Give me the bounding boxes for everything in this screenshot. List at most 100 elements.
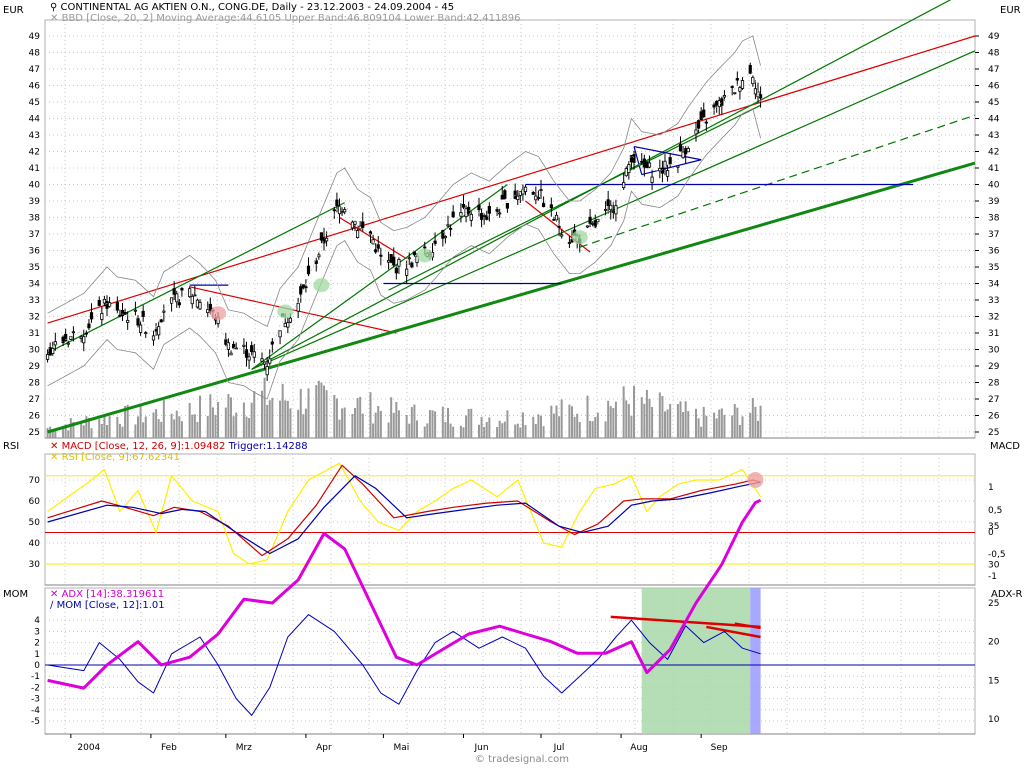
candle-body <box>231 343 236 349</box>
candle-body <box>105 301 109 309</box>
candle-body <box>740 80 745 89</box>
close-icon[interactable]: ✕ <box>50 452 59 463</box>
volume-bar <box>416 420 418 438</box>
volume-bar <box>614 401 617 438</box>
candle-body <box>206 309 210 314</box>
candle-body <box>361 221 365 228</box>
close-icon[interactable]: ✕ <box>50 589 59 600</box>
candle-body <box>632 154 636 163</box>
pin-icon: ⚲ <box>50 2 58 13</box>
candle-body <box>392 256 396 266</box>
macd-legend-text: MACD [Close, 12, 26, 9]:1.09482 <box>61 441 226 452</box>
volume-bar <box>478 424 480 438</box>
volume-bar <box>645 389 648 438</box>
candle-body <box>159 319 163 323</box>
candle-body <box>715 100 719 106</box>
price-tick-left: 43 <box>29 131 40 141</box>
mom-tick: -3 <box>31 695 40 705</box>
volume-bar <box>268 400 271 438</box>
candle-body <box>461 203 466 208</box>
volume-bar <box>250 402 253 438</box>
candle-body <box>704 121 708 124</box>
pattern-marker <box>277 304 294 319</box>
volume-bar <box>157 419 160 438</box>
pattern-marker <box>571 230 588 245</box>
rsi-tick: 60 <box>29 497 41 507</box>
candle-body <box>397 259 401 267</box>
adx-tick: 30 <box>988 560 1000 570</box>
volume-bar <box>369 392 372 438</box>
volume-bar <box>501 423 504 438</box>
candle-body <box>585 225 590 228</box>
volume-bar <box>170 413 173 438</box>
volume-bar <box>423 426 426 438</box>
candle-body <box>278 330 282 338</box>
volume-bar <box>485 421 488 438</box>
volume-bar <box>139 403 142 438</box>
candle-body <box>102 298 107 304</box>
volume-bar <box>720 408 723 438</box>
price-tick-left: 35 <box>29 263 40 273</box>
price-tick-right: 41 <box>988 164 999 174</box>
volume-bar <box>664 411 666 438</box>
volume-bar <box>217 401 220 438</box>
volume-bar <box>666 409 669 438</box>
candle-body <box>177 302 181 306</box>
candle-body <box>87 323 91 329</box>
candle-body <box>567 242 572 244</box>
x-tick-label: Jul <box>553 743 565 753</box>
volume-bar <box>235 412 238 438</box>
volume-bar <box>718 409 721 438</box>
candle-body <box>151 335 156 341</box>
candle-body <box>549 204 553 209</box>
candle-body <box>640 160 644 163</box>
volume-bar <box>633 385 635 438</box>
x-tick-label: 2004 <box>77 743 100 753</box>
candle-body <box>79 336 83 339</box>
candle-body <box>614 205 618 215</box>
candle-body <box>448 227 453 230</box>
volume-bar <box>224 407 227 438</box>
candle-body <box>405 268 409 276</box>
volume-bar <box>335 398 338 438</box>
volume-bar <box>64 424 67 438</box>
mom-axis-label: MOM <box>3 589 29 600</box>
candle-body <box>332 209 336 212</box>
volume-bar <box>62 425 65 438</box>
candle-body <box>712 104 716 108</box>
macd-legend[interactable]: ✕ MACD [Close, 12, 26, 9]:1.09482 Trigge… <box>50 441 308 453</box>
price-tick-right: 25 <box>988 428 999 438</box>
volume-bar <box>705 415 708 438</box>
volume-bar <box>749 412 752 438</box>
bollinger-legend[interactable]: ✕ BBD [Close, 20, 2] Moving Average:44.6… <box>50 13 520 25</box>
volume-bar <box>625 400 628 438</box>
pattern-marker <box>313 278 330 293</box>
price-tick-right: 45 <box>988 98 999 108</box>
adx-legend[interactable]: ✕ ADX [14]:38.319611 <box>50 589 164 601</box>
volume-bar <box>87 417 90 438</box>
trendline <box>633 145 702 161</box>
mom-legend[interactable]: ∕ MOM [Close, 12]:1.01 <box>50 600 165 612</box>
volume-bar <box>343 407 346 438</box>
macd-axis-label: MACD <box>990 441 1020 452</box>
volume-bar <box>191 414 194 438</box>
volume-bar <box>245 416 248 438</box>
rsi-marker <box>747 472 764 488</box>
price-tick-right: 42 <box>988 148 999 158</box>
volume-bar <box>98 418 101 438</box>
candle-body <box>319 232 324 241</box>
candle-body <box>244 349 249 358</box>
volume-bars <box>46 377 762 438</box>
volume-bar <box>723 414 726 438</box>
candle-body <box>407 257 411 260</box>
price-tick-right: 33 <box>988 296 999 306</box>
close-icon[interactable]: ✕ <box>50 13 59 24</box>
price-tick-right: 27 <box>988 395 999 405</box>
close-icon[interactable]: ✕ <box>50 441 59 452</box>
pattern-marker <box>416 248 433 263</box>
rsi-legend[interactable]: ✕ RSI [Close, 9]:67.62341 <box>50 452 180 464</box>
volume-bar <box>155 409 158 438</box>
candle-body <box>477 204 481 211</box>
volume-bar <box>242 402 245 438</box>
